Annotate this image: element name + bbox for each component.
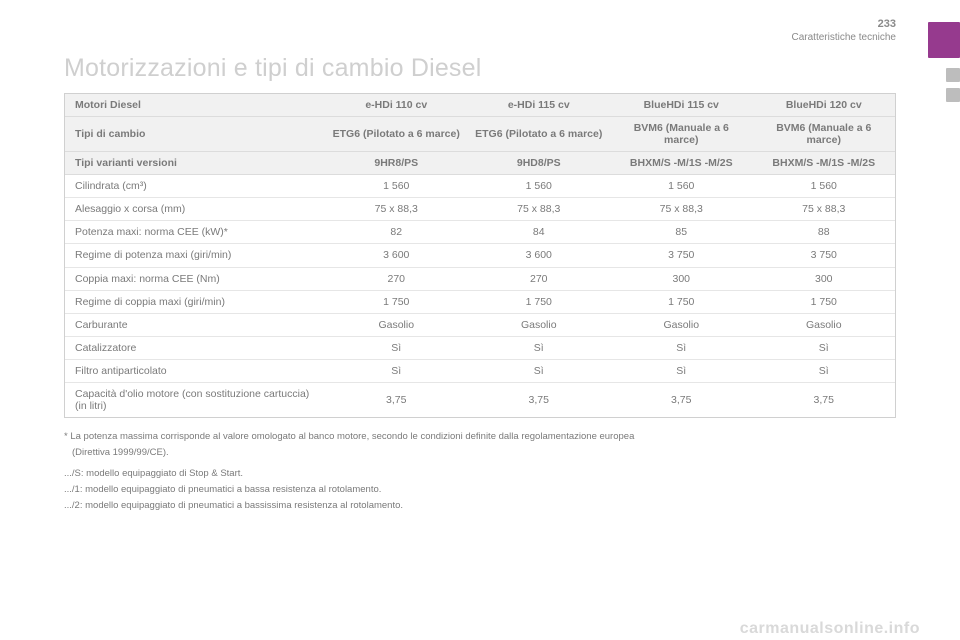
row-value: Sì xyxy=(610,336,753,359)
row-value: 1 750 xyxy=(468,290,611,313)
row-value: 1 560 xyxy=(468,175,611,198)
page: 233 Caratteristiche tecniche Motorizzazi… xyxy=(38,0,922,640)
row-value: 75 x 88,3 xyxy=(610,198,753,221)
header-col: ETG6 (Pilotato a 6 marce) xyxy=(468,117,611,152)
footnote-star-sub: (Direttiva 1999/99/CE). xyxy=(64,446,896,460)
header-col: ETG6 (Pilotato a 6 marce) xyxy=(325,117,468,152)
row-value: 88 xyxy=(753,221,896,244)
table-body: Cilindrata (cm³)1 5601 5601 5601 560Ales… xyxy=(65,175,895,417)
side-tabs xyxy=(928,0,960,640)
row-value: 270 xyxy=(468,267,611,290)
row-value: 300 xyxy=(753,267,896,290)
row-label: Potenza maxi: norma CEE (kW)* xyxy=(65,221,325,244)
row-value: Sì xyxy=(325,359,468,382)
header-col: 9HD8/PS xyxy=(468,152,611,175)
row-value: 84 xyxy=(468,221,611,244)
header-label-varianti: Tipi varianti versioni xyxy=(65,152,325,175)
table-row: Cilindrata (cm³)1 5601 5601 5601 560 xyxy=(65,175,895,198)
row-label: Cilindrata (cm³) xyxy=(65,175,325,198)
row-value: 3,75 xyxy=(610,382,753,417)
header-col: BHXM/S -M/1S -M/2S xyxy=(753,152,896,175)
table-row: Regime di potenza maxi (giri/min)3 6003 … xyxy=(65,244,895,267)
header-row-varianti: Tipi varianti versioni 9HR8/PS 9HD8/PS B… xyxy=(65,152,895,175)
row-label: Capacità d'olio motore (con sostituzione… xyxy=(65,382,325,417)
header-col: BVM6 (Manuale a 6 marce) xyxy=(610,117,753,152)
side-tab xyxy=(946,68,960,82)
spec-table-wrap: Motori Diesel e-HDi 110 cv e-HDi 115 cv … xyxy=(64,93,896,418)
row-value: Gasolio xyxy=(610,313,753,336)
header-col: e-HDi 115 cv xyxy=(468,94,611,117)
row-value: 3 750 xyxy=(753,244,896,267)
row-value: 75 x 88,3 xyxy=(325,198,468,221)
row-label: Regime di coppia maxi (giri/min) xyxy=(65,290,325,313)
row-value: Sì xyxy=(468,336,611,359)
row-value: 1 750 xyxy=(610,290,753,313)
header-row-motori: Motori Diesel e-HDi 110 cv e-HDi 115 cv … xyxy=(65,94,895,117)
row-value: 1 560 xyxy=(610,175,753,198)
table-row: Coppia maxi: norma CEE (Nm)270270300300 xyxy=(65,267,895,290)
table-row: CatalizzatoreSìSìSìSì xyxy=(65,336,895,359)
header-label-motori: Motori Diesel xyxy=(65,94,325,117)
footnote-s: .../S: modello equipaggiato di Stop & St… xyxy=(64,467,896,481)
row-value: Sì xyxy=(610,359,753,382)
row-value: 75 x 88,3 xyxy=(468,198,611,221)
header-col: BHXM/S -M/1S -M/2S xyxy=(610,152,753,175)
row-value: Gasolio xyxy=(325,313,468,336)
row-label: Filtro antiparticolato xyxy=(65,359,325,382)
page-header: 233 Caratteristiche tecniche xyxy=(64,18,896,48)
row-value: Sì xyxy=(325,336,468,359)
row-value: 75 x 88,3 xyxy=(753,198,896,221)
header-col: 9HR8/PS xyxy=(325,152,468,175)
header-col: e-HDi 110 cv xyxy=(325,94,468,117)
footnote-s2: .../2: modello equipaggiato di pneumatic… xyxy=(64,499,896,513)
table-row: Alesaggio x corsa (mm)75 x 88,375 x 88,3… xyxy=(65,198,895,221)
row-value: Gasolio xyxy=(753,313,896,336)
table-row: Capacità d'olio motore (con sostituzione… xyxy=(65,382,895,417)
row-value: 1 560 xyxy=(753,175,896,198)
header-col: BVM6 (Manuale a 6 marce) xyxy=(753,117,896,152)
table-row: Regime di coppia maxi (giri/min)1 7501 7… xyxy=(65,290,895,313)
table-row: CarburanteGasolioGasolioGasolioGasolio xyxy=(65,313,895,336)
row-label: Regime di potenza maxi (giri/min) xyxy=(65,244,325,267)
row-value: Sì xyxy=(468,359,611,382)
header-col: BlueHDi 120 cv xyxy=(753,94,896,117)
row-value: 1 750 xyxy=(753,290,896,313)
spec-table: Motori Diesel e-HDi 110 cv e-HDi 115 cv … xyxy=(65,94,895,417)
row-label: Coppia maxi: norma CEE (Nm) xyxy=(65,267,325,290)
table-row: Potenza maxi: norma CEE (kW)*82848588 xyxy=(65,221,895,244)
row-value: 3 600 xyxy=(325,244,468,267)
footnote-s1: .../1: modello equipaggiato di pneumatic… xyxy=(64,483,896,497)
header-row-cambio: Tipi di cambio ETG6 (Pilotato a 6 marce)… xyxy=(65,117,895,152)
row-label: Catalizzatore xyxy=(65,336,325,359)
row-value: 82 xyxy=(325,221,468,244)
row-value: 300 xyxy=(610,267,753,290)
header-label-cambio: Tipi di cambio xyxy=(65,117,325,152)
row-label: Alesaggio x corsa (mm) xyxy=(65,198,325,221)
row-value: 3,75 xyxy=(753,382,896,417)
footnote-star: * La potenza massima corrisponde al valo… xyxy=(64,430,896,444)
row-value: Sì xyxy=(753,336,896,359)
row-value: 270 xyxy=(325,267,468,290)
page-title: Motorizzazioni e tipi di cambio Diesel xyxy=(64,54,896,83)
row-label: Carburante xyxy=(65,313,325,336)
chapter-label: Caratteristiche tecniche xyxy=(792,32,897,43)
row-value: 3,75 xyxy=(325,382,468,417)
watermark: carmanualsonline.info xyxy=(740,620,920,638)
row-value: 85 xyxy=(610,221,753,244)
row-value: 1 560 xyxy=(325,175,468,198)
row-value: 3 750 xyxy=(610,244,753,267)
row-value: Sì xyxy=(753,359,896,382)
table-row: Filtro antiparticolatoSìSìSìSì xyxy=(65,359,895,382)
row-value: 3,75 xyxy=(468,382,611,417)
row-value: 3 600 xyxy=(468,244,611,267)
page-number: 233 xyxy=(878,18,896,30)
header-col: BlueHDi 115 cv xyxy=(610,94,753,117)
row-value: 1 750 xyxy=(325,290,468,313)
side-tab-active xyxy=(928,22,960,58)
side-tab xyxy=(946,88,960,102)
row-value: Gasolio xyxy=(468,313,611,336)
footnotes: * La potenza massima corrisponde al valo… xyxy=(64,430,896,513)
table-head: Motori Diesel e-HDi 110 cv e-HDi 115 cv … xyxy=(65,94,895,175)
